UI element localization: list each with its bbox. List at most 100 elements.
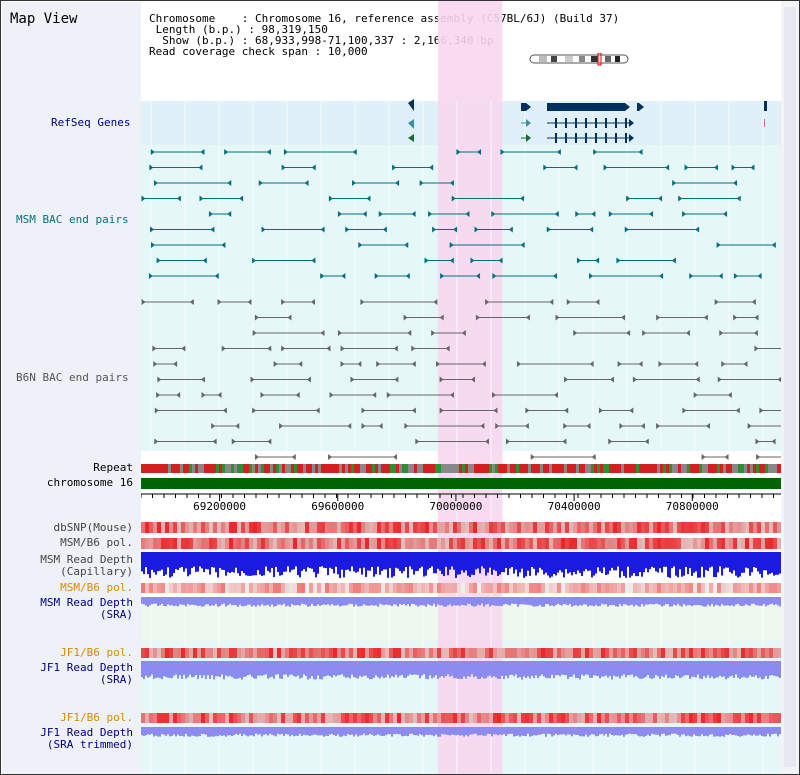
bac-end (260, 392, 265, 398)
bac-end (689, 273, 694, 279)
depth-bar (323, 727, 325, 737)
exon (605, 118, 607, 128)
depth-bar (683, 552, 685, 576)
depth-bar (693, 552, 695, 573)
polymorphism-cell (365, 713, 369, 723)
polymorphism-cell (405, 538, 409, 549)
depth-bar (357, 661, 359, 679)
bac-end (361, 407, 366, 414)
polymorphism-cell (525, 713, 529, 723)
polymorphism-cell (625, 583, 629, 593)
depth-bar (635, 661, 637, 676)
depth-bar (573, 727, 575, 735)
repeat-block (600, 464, 603, 473)
polymorphism-cell (293, 522, 297, 533)
polymorphism-cell (565, 648, 569, 658)
bac-end (141, 299, 146, 305)
depth-bar (681, 727, 683, 735)
repeat-block (609, 464, 612, 473)
polymorphism-cell (609, 538, 613, 549)
refseq-track-label[interactable]: RefSeq Genes (51, 116, 131, 129)
bac-end (150, 226, 155, 233)
b6n-bac-track-label[interactable]: B6N BAC end pairs (16, 371, 129, 384)
depth-bar (719, 727, 721, 737)
exon (575, 133, 577, 143)
depth-bar (647, 661, 649, 676)
depth-bar (395, 661, 397, 675)
depth-bar (681, 661, 683, 678)
depth-bar (273, 661, 275, 679)
depth-bar (561, 552, 563, 573)
bac-end (449, 180, 454, 186)
polymorphism-cell (181, 648, 185, 658)
polymorphism-cell (709, 538, 713, 549)
depth-bar (401, 727, 403, 737)
depth-bar (393, 661, 395, 678)
polymorphism-cell (693, 648, 697, 658)
polymorphism-cell (297, 522, 301, 533)
polymorphism-cell (229, 648, 233, 658)
vertical-scrollbar[interactable] (781, 1, 799, 774)
depth-bar (157, 552, 159, 572)
bac-end (227, 180, 232, 186)
polymorphism-cell (329, 538, 333, 549)
polymorphism-cell (405, 583, 409, 593)
bac-end (431, 330, 436, 336)
depth-bar (443, 727, 445, 735)
polymorphism-cell (329, 583, 333, 593)
bac-end (543, 164, 548, 171)
polymorphism-cell (605, 583, 609, 593)
polymorphism-cell (401, 538, 405, 549)
polymorphism-cell (281, 538, 285, 549)
depth-bar (451, 597, 453, 607)
polymorphism-cell (277, 713, 281, 723)
depth-bar (717, 552, 719, 573)
polymorphism-cell (333, 713, 337, 723)
repeat-block (399, 464, 402, 473)
depth-bar (167, 597, 169, 605)
polymorphism-cell (257, 713, 261, 723)
depth-bar (603, 727, 605, 736)
exon (585, 133, 587, 143)
chromosome-ideogram[interactable] (529, 53, 631, 67)
bac-end (719, 330, 724, 336)
polymorphism-cell (241, 538, 245, 549)
depth-bar (737, 661, 739, 678)
depth-bar (559, 597, 561, 605)
bac-end (283, 149, 288, 155)
depth-bar (445, 552, 447, 567)
depth-bar (189, 552, 191, 575)
depth-bar (597, 661, 599, 677)
depth-bar (247, 552, 249, 576)
depth-bar (249, 727, 251, 736)
polymorphism-cell (261, 522, 265, 533)
depth-bar (697, 552, 699, 578)
bac-end (337, 330, 342, 336)
scrollbar-thumb[interactable] (784, 7, 796, 767)
depth-bar (625, 727, 627, 735)
depth-bar (477, 552, 479, 569)
depth-bar (189, 597, 191, 606)
genome-browser-canvas[interactable] (141, 1, 781, 775)
polymorphism-cell (201, 583, 205, 593)
polymorphism-cell (317, 583, 321, 593)
bac-end (603, 164, 608, 171)
depth-bar (541, 552, 543, 570)
polymorphism-cell (245, 522, 249, 533)
depth-bar (753, 552, 755, 568)
depth-bar (427, 727, 429, 736)
polymorphism-cell (737, 648, 741, 658)
polymorphism-cell (569, 583, 573, 593)
polymorphism-cell (209, 648, 213, 658)
msm-bac-track-label[interactable]: MSM BAC end pairs (16, 213, 129, 226)
polymorphism-cell (733, 713, 737, 723)
depth-bar (427, 597, 429, 605)
depth-bar (569, 661, 571, 677)
depth-bar (561, 661, 563, 675)
depth-bar (519, 552, 521, 573)
depth-bar (327, 552, 329, 576)
depth-bar (709, 552, 711, 568)
depth-bar (293, 661, 295, 677)
polymorphism-cell (217, 522, 221, 533)
polymorphism-cell (625, 713, 629, 723)
